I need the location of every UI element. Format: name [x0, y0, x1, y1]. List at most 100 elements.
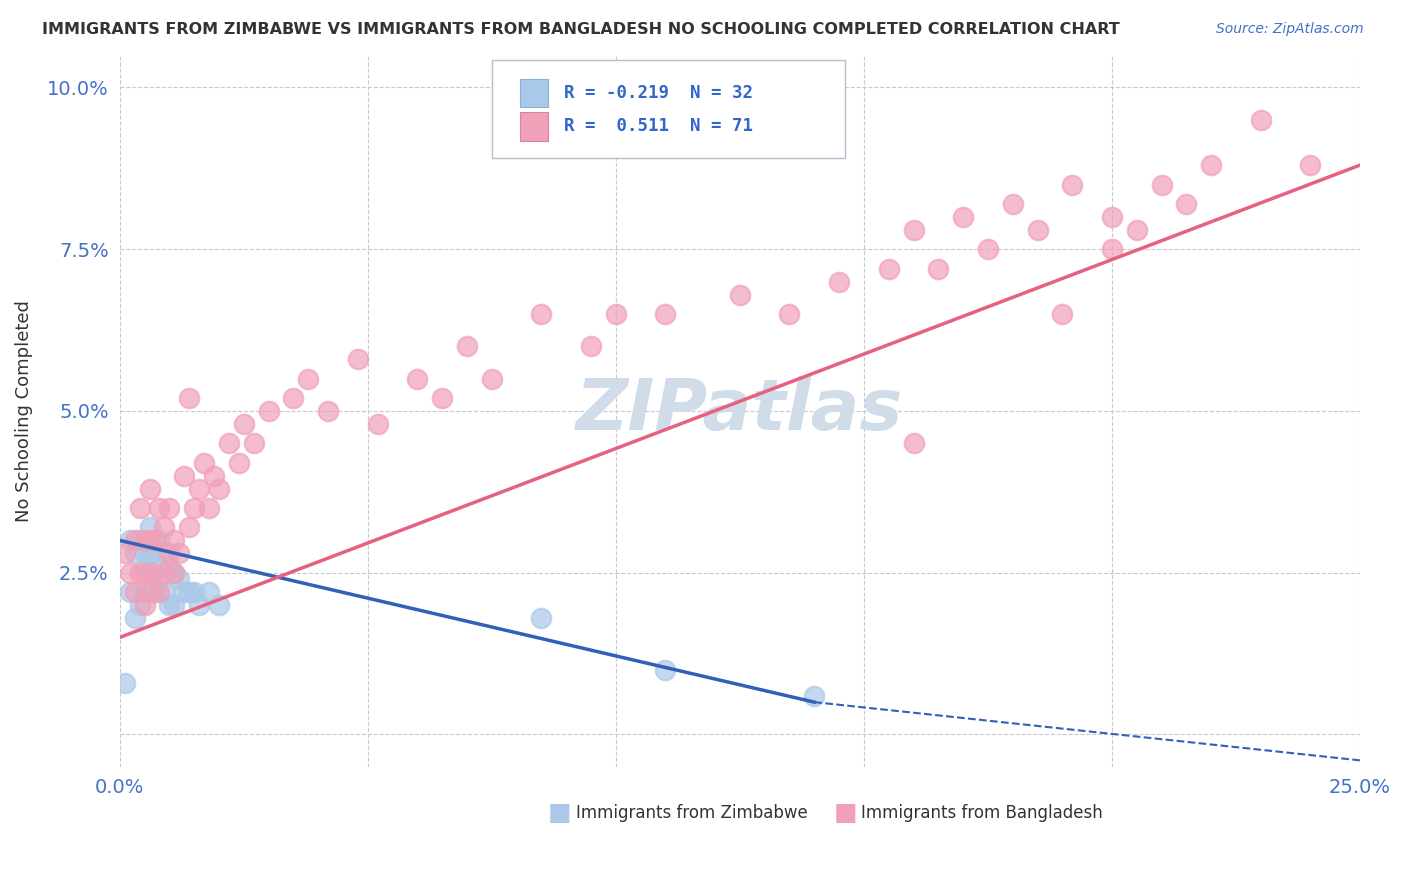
Point	[114, 675, 136, 690]
Point	[432, 391, 454, 405]
Point	[163, 566, 186, 580]
Point	[803, 689, 825, 703]
Text: ■: ■	[548, 801, 572, 825]
Point	[179, 585, 201, 599]
Point	[1199, 158, 1222, 172]
Point	[134, 598, 156, 612]
Text: Source: ZipAtlas.com: Source: ZipAtlas.com	[1216, 22, 1364, 37]
FancyBboxPatch shape	[520, 78, 547, 107]
Point	[779, 307, 801, 321]
Point	[183, 501, 205, 516]
Point	[169, 572, 191, 586]
Point	[124, 546, 146, 560]
Point	[1101, 242, 1123, 256]
Point	[128, 566, 150, 580]
Point	[148, 501, 170, 516]
Point	[179, 520, 201, 534]
Point	[877, 261, 900, 276]
Point	[1001, 197, 1024, 211]
Point	[128, 598, 150, 612]
Point	[481, 371, 503, 385]
Point	[163, 598, 186, 612]
Point	[163, 533, 186, 548]
Point	[148, 585, 170, 599]
Point	[579, 339, 602, 353]
Point	[530, 611, 553, 625]
Point	[257, 404, 280, 418]
Point	[828, 275, 851, 289]
Point	[157, 546, 180, 560]
Point	[143, 546, 166, 560]
Point	[153, 585, 176, 599]
FancyBboxPatch shape	[520, 112, 547, 141]
Point	[1299, 158, 1322, 172]
Point	[728, 287, 751, 301]
Point	[163, 566, 186, 580]
Point	[208, 598, 231, 612]
Point	[316, 404, 339, 418]
Point	[134, 546, 156, 560]
Point	[138, 482, 160, 496]
Point	[1150, 178, 1173, 192]
Point	[138, 520, 160, 534]
Point	[118, 585, 141, 599]
Point	[179, 391, 201, 405]
Point	[134, 585, 156, 599]
Text: Immigrants from Bangladesh: Immigrants from Bangladesh	[862, 804, 1104, 822]
Point	[134, 533, 156, 548]
Point	[143, 585, 166, 599]
Point	[118, 566, 141, 580]
Point	[456, 339, 478, 353]
Point	[208, 482, 231, 496]
Text: R =  0.511  N = 71: R = 0.511 N = 71	[564, 118, 752, 136]
Point	[977, 242, 1000, 256]
Point	[143, 566, 166, 580]
Point	[173, 468, 195, 483]
Point	[118, 533, 141, 548]
Point	[927, 261, 949, 276]
Point	[124, 611, 146, 625]
FancyBboxPatch shape	[492, 60, 845, 159]
Point	[952, 210, 974, 224]
Point	[157, 598, 180, 612]
Point	[903, 223, 925, 237]
Point	[114, 546, 136, 560]
Point	[367, 417, 389, 431]
Point	[1052, 307, 1074, 321]
Point	[157, 559, 180, 574]
Point	[138, 546, 160, 560]
Point	[153, 546, 176, 560]
Point	[134, 566, 156, 580]
Point	[1062, 178, 1084, 192]
Point	[654, 307, 676, 321]
Point	[148, 572, 170, 586]
Point	[228, 456, 250, 470]
Point	[173, 585, 195, 599]
Text: IMMIGRANTS FROM ZIMBABWE VS IMMIGRANTS FROM BANGLADESH NO SCHOOLING COMPLETED CO: IMMIGRANTS FROM ZIMBABWE VS IMMIGRANTS F…	[42, 22, 1121, 37]
Point	[347, 352, 370, 367]
Text: Immigrants from Zimbabwe: Immigrants from Zimbabwe	[576, 804, 808, 822]
Point	[124, 533, 146, 548]
Point	[1101, 210, 1123, 224]
Point	[232, 417, 254, 431]
Point	[183, 585, 205, 599]
Point	[1250, 112, 1272, 127]
Point	[605, 307, 627, 321]
Point	[530, 307, 553, 321]
Point	[138, 533, 160, 548]
Point	[148, 533, 170, 548]
Point	[193, 456, 215, 470]
Point	[1026, 223, 1049, 237]
Point	[143, 533, 166, 548]
Point	[157, 501, 180, 516]
Text: ■: ■	[834, 801, 858, 825]
Point	[188, 482, 211, 496]
Point	[198, 585, 221, 599]
Point	[138, 566, 160, 580]
Point	[153, 566, 176, 580]
Point	[138, 585, 160, 599]
Text: ZIPatlas: ZIPatlas	[576, 376, 904, 445]
Point	[188, 598, 211, 612]
Point	[198, 501, 221, 516]
Point	[903, 436, 925, 450]
